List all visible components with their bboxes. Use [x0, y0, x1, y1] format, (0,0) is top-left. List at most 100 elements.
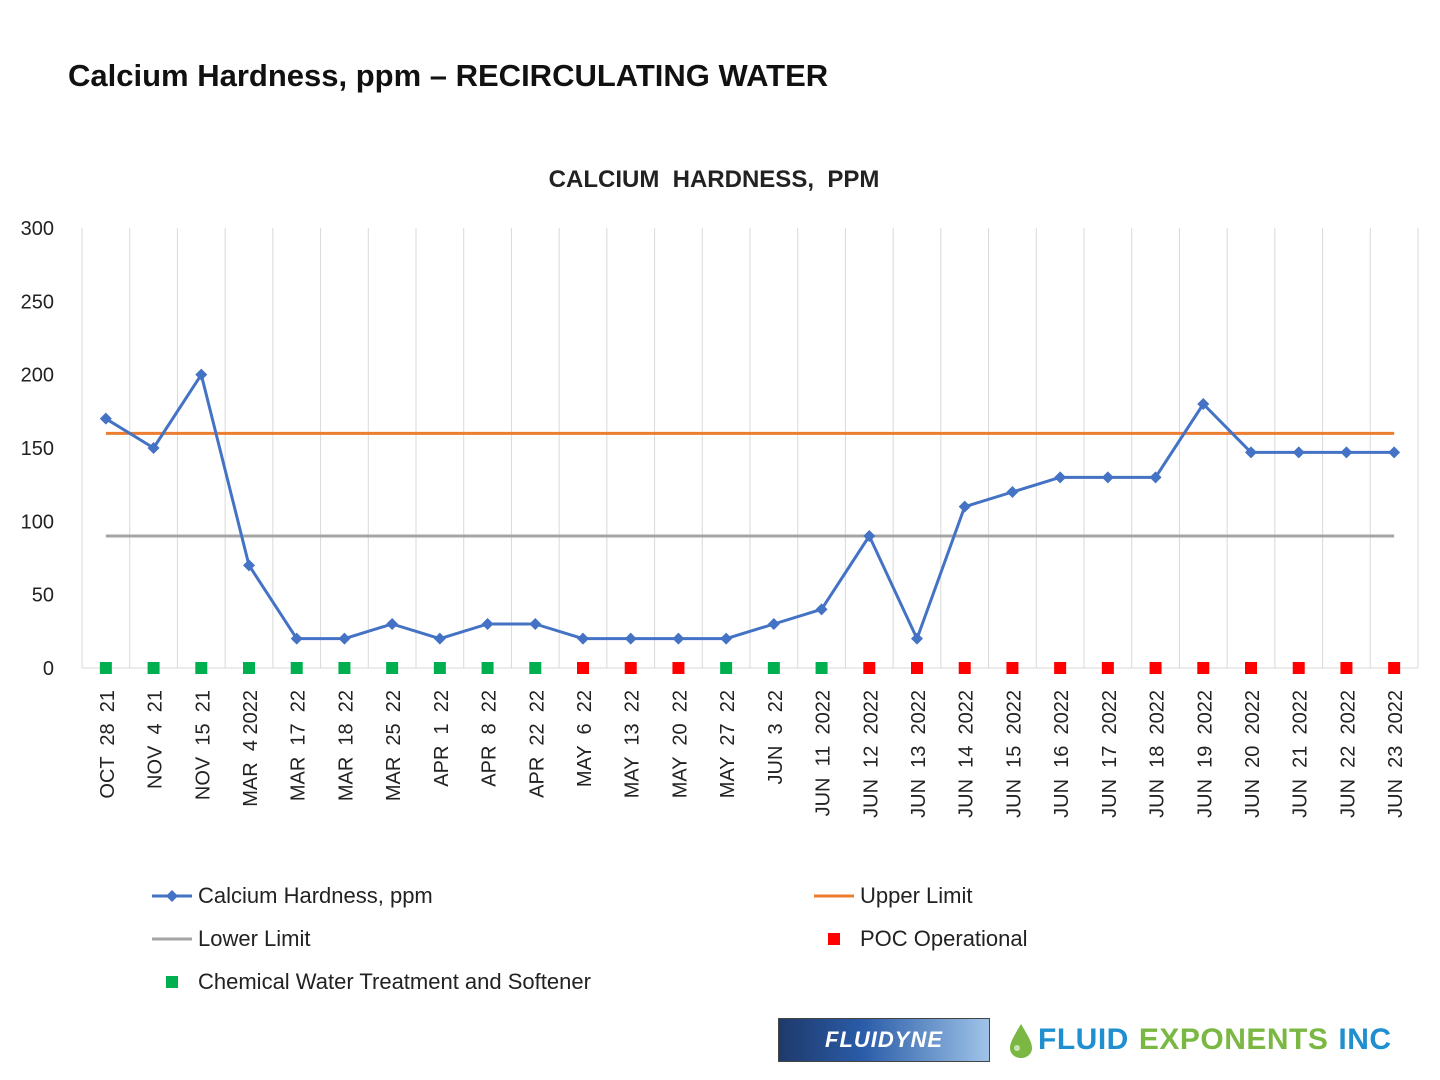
x-tick-label: JUN 11 2022: [813, 690, 835, 816]
y-tick-label: 150: [21, 438, 54, 460]
x-tick-label: MAY 13 22: [622, 690, 644, 798]
legend-item-poc: POC Operational: [812, 926, 1028, 952]
data-point: [720, 632, 733, 645]
status-marker-poc: [624, 662, 637, 674]
data-point: [863, 530, 876, 542]
logo-word-inc: INC: [1338, 1023, 1392, 1056]
status-marker-poc: [911, 662, 923, 674]
status-marker-poc: [1149, 662, 1162, 674]
status-marker-chemical: [815, 662, 828, 674]
x-tick-label: JUN 13 2022: [908, 690, 930, 818]
status-marker-chemical: [481, 662, 494, 674]
data-point: [99, 412, 112, 425]
data-point: [1340, 446, 1353, 459]
data-point: [1101, 471, 1114, 484]
x-tick-label: JUN 21 2022: [1290, 690, 1312, 818]
x-tick-label: JUN 19 2022: [1194, 690, 1216, 818]
legend-label-upper: Upper Limit: [860, 883, 973, 908]
x-tick-label: JUN 23 2022: [1385, 690, 1407, 818]
data-point: [767, 618, 780, 630]
data-point: [1054, 471, 1067, 484]
status-marker-poc: [1292, 662, 1305, 674]
status-marker-chemical: [99, 662, 112, 674]
data-point: [147, 442, 160, 454]
status-marker-chemical: [720, 662, 733, 674]
y-tick-label: 100: [21, 511, 54, 533]
data-point: [290, 632, 303, 645]
chart: CALCIUM HARDNESS, PPM 0 50 100 150 200 250 300…: [21, 166, 1419, 818]
status-marker-poc: [1245, 662, 1257, 674]
y-tick-label: 0: [43, 658, 54, 680]
legend-square-green-icon: [166, 976, 178, 988]
data-point: [624, 632, 637, 645]
legend-label-chemical: Chemical Water Treatment and Softener: [198, 969, 591, 994]
status-marker-chemical: [243, 662, 255, 674]
logo-word-exponents: EXPONENTS: [1138, 1023, 1329, 1056]
data-point: [338, 632, 351, 645]
data-point: [1006, 486, 1019, 498]
legend-item-upper: Upper Limit: [812, 883, 972, 909]
logos: FLUIDYNE FLUID EXPONENTS INC: [778, 1018, 1392, 1062]
y-tick-label: 300: [21, 218, 54, 240]
status-marker-chemical: [338, 662, 351, 674]
y-axis: 0 50 100 150 200 250 300: [21, 218, 54, 680]
x-tick-label: MAR 25 22: [383, 690, 405, 801]
y-tick-label: 50: [32, 585, 54, 607]
x-tick-label: APR 22 22: [526, 690, 548, 798]
data-point: [1245, 446, 1257, 459]
data-point: [1292, 446, 1305, 459]
status-marker-chemical: [529, 662, 542, 674]
status-marker-poc: [1101, 662, 1114, 674]
x-tick-label: NOV 15 21: [192, 690, 214, 800]
status-markers: [99, 662, 1401, 674]
status-marker-chemical: [195, 662, 208, 674]
status-marker-chemical: [386, 662, 399, 674]
x-tick-label: MAY 20 22: [669, 690, 691, 798]
x-tick-label: JUN 17 2022: [1099, 690, 1121, 818]
chart-title: CALCIUM HARDNESS, PPM: [549, 166, 880, 193]
legend-line-icon: [814, 894, 854, 898]
status-marker-chemical: [147, 662, 160, 674]
status-marker-poc: [1197, 662, 1210, 674]
legend-label-poc: POC Operational: [860, 926, 1028, 951]
x-tick-label: MAR 18 22: [335, 690, 357, 801]
data-point: [1197, 398, 1210, 410]
x-tick-label: JUN 3 22: [765, 690, 787, 784]
slide-title: Calcium Hardness, ppm – RECIRCULATING WA…: [68, 58, 829, 93]
status-marker-poc: [672, 662, 685, 674]
logo-word-fluid: FLUID: [1038, 1023, 1129, 1056]
status-marker-chemical: [433, 662, 446, 674]
status-marker-chemical: [290, 662, 303, 674]
data-point: [577, 632, 589, 645]
series-line-calcium: [105, 373, 1395, 641]
data-point: [672, 632, 685, 645]
data-point: [529, 618, 542, 630]
legend-line-diamond-icon: [152, 890, 192, 902]
legend-item-chemical: Chemical Water Treatment and Softener: [150, 969, 591, 995]
legend-item-calcium: Calcium Hardness, ppm: [150, 883, 433, 909]
x-tick-label: JUN 18 2022: [1147, 690, 1169, 818]
status-marker-poc: [577, 662, 589, 674]
x-tick-label: JUN 22 2022: [1337, 690, 1359, 818]
series-group: [99, 368, 1401, 645]
data-point: [433, 632, 446, 645]
grid: [81, 228, 1419, 669]
legend-square-red-icon: [828, 933, 840, 945]
x-tick-label: JUN 15 2022: [1003, 690, 1025, 818]
x-tick-label: APR 8 22: [479, 690, 501, 787]
legend-line-icon: [152, 937, 192, 941]
status-marker-poc: [863, 662, 876, 674]
status-marker-chemical: [767, 662, 780, 674]
data-point: [386, 618, 399, 630]
data-point: [911, 632, 923, 645]
status-marker-poc: [1006, 662, 1019, 674]
data-point: [243, 559, 255, 572]
data-point: [1388, 446, 1401, 459]
status-marker-poc: [1054, 662, 1067, 674]
status-marker-poc: [958, 662, 971, 674]
y-tick-label: 200: [21, 365, 54, 387]
data-point: [815, 603, 828, 616]
legend-label-calcium: Calcium Hardness, ppm: [198, 883, 433, 908]
water-drop-icon: [1010, 1024, 1032, 1058]
data-point: [481, 618, 494, 630]
